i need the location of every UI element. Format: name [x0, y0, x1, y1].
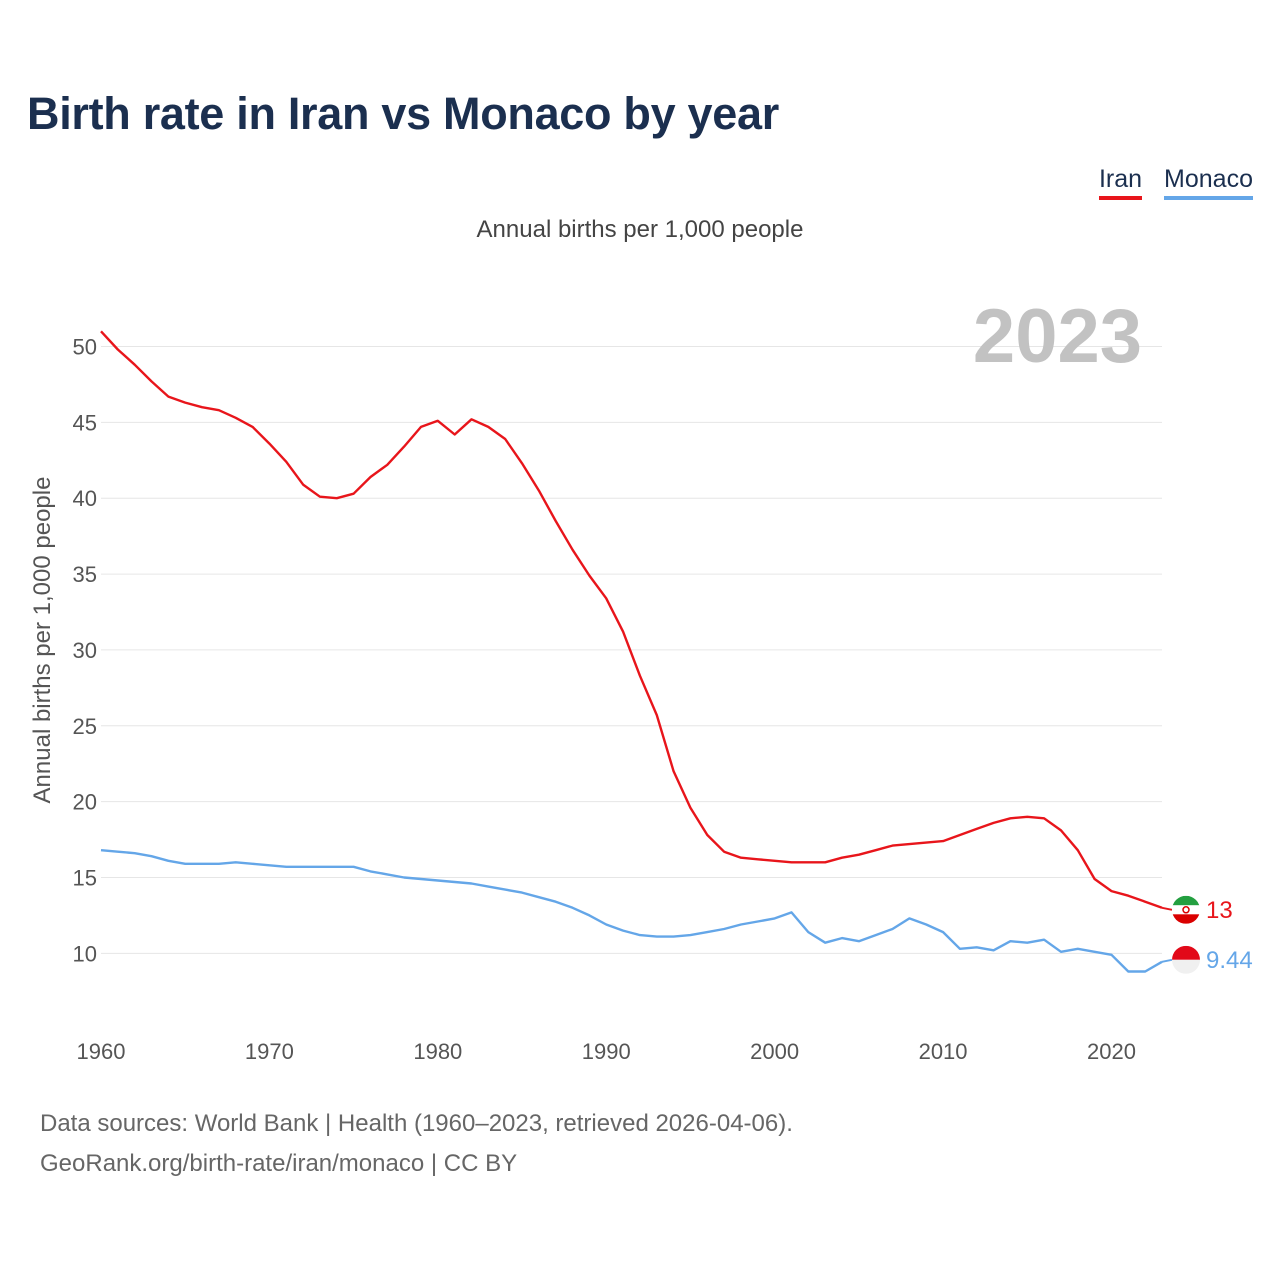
series-line-iran [100, 330, 1163, 909]
legend-item-iran[interactable]: Iran [1098, 165, 1143, 200]
y-tick-label-20: 20 [73, 790, 97, 815]
y-axis-ticks: 10 15 20 25 30 35 40 45 50 [73, 335, 97, 967]
monaco-end-connector [1161, 958, 1173, 963]
x-tick-label-1970: 1970 [245, 1039, 294, 1064]
series-line-monaco [100, 849, 1163, 973]
y-tick-label-35: 35 [73, 562, 97, 587]
footer: Data sources: World Bank | Health (1960–… [40, 1104, 793, 1184]
footer-sources: Data sources: World Bank | Health (1960–… [40, 1110, 793, 1137]
x-tick-label-2000: 2000 [750, 1039, 799, 1064]
y-tick-label-25: 25 [73, 714, 97, 739]
iran-end-value: 13 [1206, 897, 1233, 924]
x-tick-label-1990: 1990 [582, 1039, 631, 1064]
series-lines [100, 330, 1173, 973]
monaco-flag-icon [1172, 945, 1200, 974]
chart-subtitle: Annual births per 1,000 people [476, 216, 804, 243]
end-markers: 13 9.44 [1172, 895, 1253, 974]
iran-end-connector [1161, 906, 1173, 911]
y-tick-label-15: 15 [73, 865, 97, 890]
y-tick-label-30: 30 [73, 638, 97, 663]
iran-flag-icon [1172, 895, 1200, 924]
y-tick-label-50: 50 [73, 335, 97, 360]
y-tick-label-10: 10 [73, 941, 97, 966]
chart-title: Birth rate in Iran vs Monaco by year [27, 88, 779, 139]
x-tick-label-2010: 2010 [919, 1039, 968, 1064]
x-axis-ticks: 1960 1970 1980 1990 2000 2010 2020 [77, 1039, 1136, 1064]
monaco-end-value: 9.44 [1206, 947, 1253, 974]
legend: Iran Monaco [1098, 165, 1253, 200]
y-tick-label-40: 40 [73, 486, 97, 511]
footer-link[interactable]: GeoRank.org/birth-rate/iran/monaco | CC … [40, 1150, 518, 1177]
y-tick-label-45: 45 [73, 410, 97, 435]
grid-lines [101, 346, 1162, 954]
x-tick-label-1960: 1960 [77, 1039, 126, 1064]
y-axis-label: Annual births per 1,000 people [29, 477, 56, 804]
x-tick-label-1980: 1980 [413, 1039, 462, 1064]
year-watermark: 2023 [973, 294, 1142, 379]
legend-item-monaco[interactable]: Monaco [1164, 165, 1253, 200]
x-tick-label-2020: 2020 [1087, 1039, 1136, 1064]
